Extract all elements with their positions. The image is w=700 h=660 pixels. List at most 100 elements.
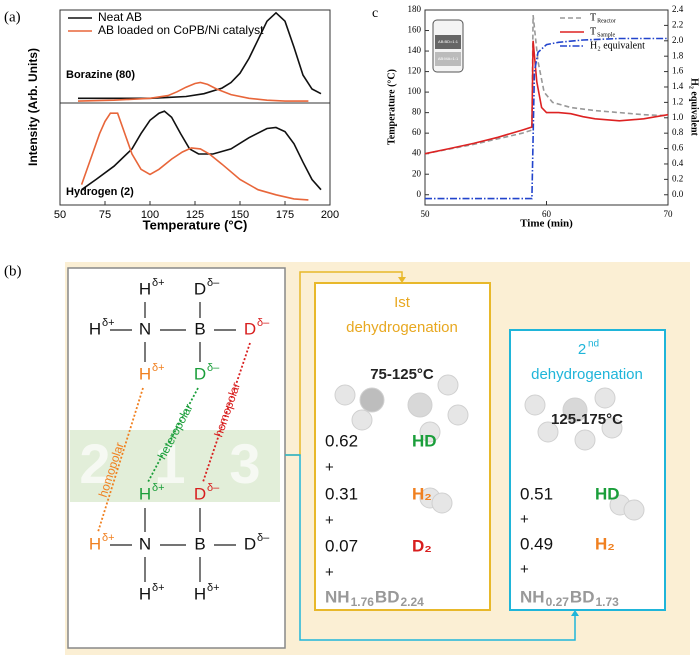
sphere [351, 409, 373, 431]
species: HD [595, 484, 620, 503]
formula-subscript: 0.27 [546, 595, 570, 609]
legend-label: T [590, 26, 596, 37]
y-tick-label: 100 [408, 86, 422, 96]
atom-charge: δ– [257, 532, 270, 544]
x-tick-label: 70 [664, 209, 674, 219]
sphere [601, 417, 623, 439]
atom-charge: δ+ [152, 362, 165, 374]
annotation: Borazine (80) [66, 69, 135, 81]
watermark-band [70, 430, 280, 502]
formula-part: BD [375, 587, 400, 606]
y-axis-label: Temperature (°C) [386, 69, 397, 145]
atom: B [194, 534, 205, 553]
bonds [110, 302, 236, 582]
arrow-head [398, 277, 406, 283]
step-ordinal-sup: nd [588, 339, 599, 350]
atom: N [139, 319, 151, 338]
coefficient: 0.51 [520, 484, 553, 503]
atom: D [194, 364, 206, 383]
dotted-bond [202, 342, 251, 483]
sphere [437, 374, 459, 396]
inset-label: AB:BD=1:1 [438, 39, 459, 44]
y2-tick-label: 1.4 [672, 81, 684, 91]
watermark-digit: 3 [229, 432, 260, 495]
atom-charge: δ+ [102, 317, 115, 329]
legend-label: AB loaded on CoPB/Ni catalyst [98, 23, 264, 37]
y-tick-label: 140 [408, 45, 422, 55]
sphere [419, 421, 441, 443]
series-line [81, 110, 322, 191]
series-line [80, 112, 309, 201]
bottle-layer [435, 35, 461, 49]
series-line [425, 37, 668, 200]
atom: H [139, 484, 151, 503]
sphere [431, 492, 453, 514]
legend-label: Neat AB [98, 10, 142, 24]
legend-label-sub: Sample [597, 32, 615, 38]
x-axis-label: Temperature (°C) [143, 217, 248, 232]
coefficient: 0.31 [325, 484, 358, 503]
annotation: Hydrogen (2) [66, 186, 134, 198]
y-tick-label: 80 [412, 107, 422, 117]
x-axis-label: Time (min) [520, 218, 573, 230]
x-tick-label: 125 [186, 209, 204, 221]
atom-charge: δ+ [207, 582, 220, 594]
y2-tick-label: 2.4 [672, 4, 684, 14]
atom: H [89, 319, 101, 338]
plus: + [520, 511, 529, 528]
formula-part: NH [520, 587, 545, 606]
y2-tick-label: 2.0 [672, 35, 684, 45]
y-tick-label: 160 [408, 25, 422, 35]
y2-tick-label: 2.2 [672, 19, 683, 29]
step-temperature: 75-125°C [370, 366, 434, 383]
formula-part: NH [325, 587, 350, 606]
arrow-head [571, 610, 579, 616]
step-ordinal: 2 [578, 341, 586, 358]
y-axis-label: Intensity (Arb. Units) [26, 48, 40, 166]
y2-tick-label: 0.4 [672, 158, 684, 168]
atom: D [194, 279, 206, 298]
y2-tick-label: 0.8 [672, 127, 684, 137]
atom: D [244, 534, 256, 553]
atom-charge: δ– [257, 317, 270, 329]
dotted-bond [97, 387, 144, 533]
atom: N [139, 534, 151, 553]
atom: D [194, 484, 206, 503]
plus: + [325, 459, 334, 476]
inset-label: AB:MA=1:1 [438, 56, 459, 61]
step-box [509, 329, 666, 611]
legend-label: H₂ equivalent [590, 40, 645, 51]
sphere [407, 392, 433, 418]
inset [432, 19, 464, 73]
coefficient: 0.07 [325, 536, 358, 555]
connector [285, 454, 576, 641]
atom: B [194, 319, 205, 338]
step-title: dehydrogenation [346, 319, 458, 336]
x-tick-label: 100 [141, 209, 159, 221]
step-box [314, 282, 491, 611]
formula-subscript: 2.24 [400, 595, 424, 609]
species: D₂ [412, 536, 432, 555]
atom: H [89, 534, 101, 553]
species: HD [412, 431, 437, 450]
species: H₂ [412, 484, 432, 503]
y2-tick-label: 1.0 [672, 112, 684, 122]
atom: H [139, 279, 151, 298]
atom-charge: δ– [207, 277, 220, 289]
bottle-layer [435, 52, 461, 66]
y2-tick-label: 1.8 [672, 50, 684, 60]
y-tick-label: 60 [412, 127, 422, 137]
x-tick-label: 60 [542, 209, 552, 219]
x-tick-label: 50 [54, 209, 66, 221]
atom-charge: δ+ [152, 277, 165, 289]
atom-charge: δ+ [152, 582, 165, 594]
y2-tick-label: 0.2 [672, 173, 683, 183]
y-tick-label: 120 [408, 66, 422, 76]
watermark-digit: 1 [154, 432, 185, 495]
molecule-sketch [334, 374, 645, 521]
sphere [334, 384, 356, 406]
dotted-bond [147, 387, 199, 483]
y2-tick-label: 1.2 [672, 96, 683, 106]
dotted-bonds [97, 342, 251, 533]
